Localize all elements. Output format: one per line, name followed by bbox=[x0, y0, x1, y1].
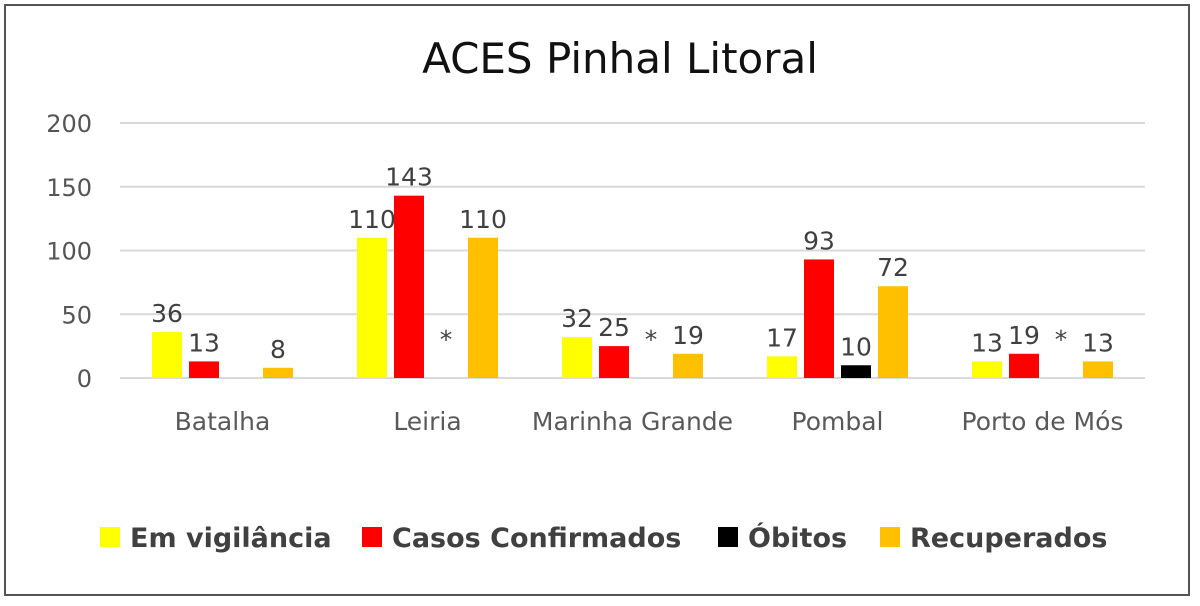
bar bbox=[152, 332, 182, 378]
data-label: 143 bbox=[385, 163, 433, 192]
data-label: 36 bbox=[151, 299, 183, 328]
category-label: Porto de Mós bbox=[962, 407, 1124, 436]
legend-swatch bbox=[362, 527, 382, 547]
bar bbox=[357, 237, 387, 378]
y-axis-ticks: 0 50 100 150 200 bbox=[46, 110, 92, 393]
data-label: 72 bbox=[877, 253, 909, 282]
data-label: 110 bbox=[348, 205, 396, 234]
legend-swatch bbox=[100, 527, 120, 547]
bar bbox=[1009, 353, 1039, 378]
bar bbox=[1083, 361, 1113, 378]
bar bbox=[468, 237, 498, 378]
data-label: 8 bbox=[270, 335, 286, 364]
bar bbox=[673, 353, 703, 378]
legend-label: Recuperados bbox=[910, 523, 1107, 554]
data-label: 13 bbox=[188, 328, 220, 357]
bars bbox=[152, 195, 1113, 378]
data-label: * bbox=[1055, 325, 1068, 354]
data-label: 19 bbox=[1008, 321, 1040, 350]
bar bbox=[972, 361, 1002, 378]
category-label: Batalha bbox=[175, 407, 271, 436]
category-label: Pombal bbox=[792, 407, 884, 436]
data-label: * bbox=[645, 325, 658, 354]
y-tick-label: 200 bbox=[46, 110, 92, 138]
data-label: 25 bbox=[598, 313, 630, 342]
legend: Em vigilância Casos Confirmados Óbitos Recu… bbox=[100, 522, 1107, 554]
bar bbox=[562, 337, 592, 378]
y-tick-label: 100 bbox=[46, 238, 92, 266]
data-label: 17 bbox=[766, 323, 798, 352]
bar bbox=[599, 346, 629, 378]
chart-title: ACES Pinhal Litoral bbox=[422, 34, 818, 83]
bar bbox=[804, 259, 834, 378]
data-label: 32 bbox=[561, 304, 593, 333]
bar bbox=[841, 365, 871, 378]
bar bbox=[394, 195, 424, 378]
legend-label: Óbitos bbox=[748, 522, 847, 554]
data-label: 110 bbox=[459, 205, 507, 234]
data-label: 13 bbox=[971, 328, 1003, 357]
bar bbox=[767, 356, 797, 378]
legend-swatch bbox=[880, 527, 900, 547]
chart-frame bbox=[4, 4, 1190, 596]
category-label: Marinha Grande bbox=[532, 407, 733, 436]
y-tick-label: 150 bbox=[46, 174, 92, 202]
y-tick-label: 0 bbox=[77, 365, 92, 393]
bar bbox=[263, 367, 293, 378]
bar bbox=[878, 286, 908, 378]
data-label: 13 bbox=[1082, 328, 1114, 357]
legend-label: Em vigilância bbox=[130, 523, 332, 554]
legend-swatch bbox=[718, 527, 738, 547]
legend-label: Casos Confirmados bbox=[392, 523, 681, 554]
y-tick-label: 50 bbox=[61, 301, 92, 329]
data-label: 19 bbox=[672, 321, 704, 350]
category-label: Leiria bbox=[393, 407, 461, 436]
data-label: * bbox=[440, 325, 453, 354]
bar bbox=[189, 361, 219, 378]
data-label: 93 bbox=[803, 226, 835, 255]
data-label: 10 bbox=[840, 332, 872, 361]
category-labels: Batalha Leiria Marinha Grande Pombal Porto d… bbox=[175, 407, 1124, 436]
